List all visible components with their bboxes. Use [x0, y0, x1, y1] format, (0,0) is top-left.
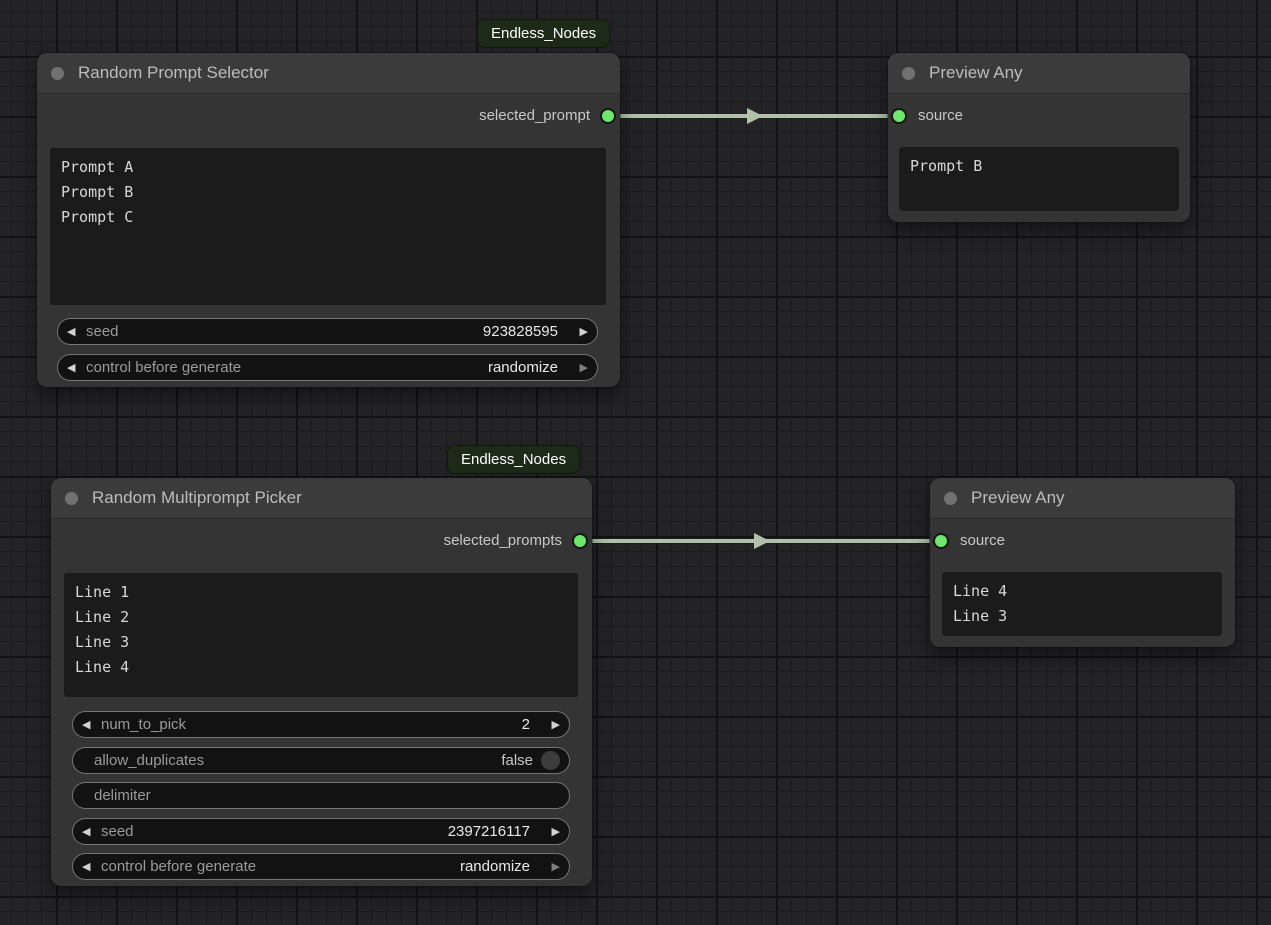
widget-label: seed — [86, 323, 119, 340]
toggle-knob[interactable] — [541, 750, 560, 770]
prev-option-arrow-icon[interactable]: ◀ — [82, 861, 91, 873]
widget-value: 2 — [521, 716, 530, 733]
node-title-bar[interactable]: Random Multiprompt Picker — [51, 478, 592, 519]
input-slot-source[interactable]: source — [888, 105, 1190, 127]
output-slot-selected-prompt[interactable]: selected_prompt — [37, 105, 620, 127]
widget-control-before-generate[interactable]: ◀ control before generate randomize ▶ — [57, 353, 598, 381]
node-source-badge: Endless_Nodes — [447, 445, 581, 474]
input-slot-label: source — [918, 107, 964, 124]
next-option-arrow-icon[interactable]: ▶ — [579, 361, 588, 374]
widget-seed[interactable]: ◀ seed 2397216117 ▶ — [72, 817, 570, 845]
link-arrow-icon — [747, 108, 763, 124]
widget-label: delimiter — [94, 787, 151, 804]
link-arrow-icon — [754, 533, 770, 549]
node-title: Random Prompt Selector — [78, 63, 269, 82]
node-title: Preview Any — [929, 63, 1023, 82]
widget-num-to-pick[interactable]: ◀ num_to_pick 2 ▶ — [72, 711, 570, 738]
widget-label: num_to_pick — [101, 716, 187, 733]
node-collapse-toggle-icon[interactable] — [51, 66, 64, 80]
increment-arrow-icon[interactable]: ▶ — [551, 719, 560, 731]
node-random-multiprompt-picker[interactable]: Random Multiprompt Picker selected_promp… — [51, 478, 592, 886]
input-slot-dot[interactable] — [935, 535, 947, 547]
preview-textarea[interactable]: Prompt B — [899, 147, 1179, 211]
node-title: Random Multiprompt Picker — [92, 488, 302, 507]
decrement-arrow-icon[interactable]: ◀ — [82, 825, 91, 838]
next-option-arrow-icon[interactable]: ▶ — [551, 861, 560, 873]
decrement-arrow-icon[interactable]: ◀ — [67, 326, 76, 338]
node-title-bar[interactable]: Preview Any — [888, 53, 1190, 94]
node-random-prompt-selector[interactable]: Random Prompt Selector selected_prompt P… — [37, 53, 620, 387]
node-preview-any[interactable]: Preview Any source Line 4 Line 3 — [930, 478, 1235, 647]
node-title: Preview Any — [971, 488, 1065, 507]
node-title-bar[interactable]: Random Prompt Selector — [37, 53, 620, 94]
decrement-arrow-icon[interactable]: ◀ — [82, 719, 91, 731]
node-collapse-toggle-icon[interactable] — [944, 491, 957, 505]
output-slot-dot[interactable] — [602, 110, 614, 122]
widget-value: false — [501, 751, 533, 769]
widget-allow-duplicates[interactable]: allow_duplicates false — [72, 746, 570, 774]
input-slot-source[interactable]: source — [930, 530, 1235, 552]
output-slot-label: selected_prompt — [479, 107, 590, 124]
output-slot-selected-prompts[interactable]: selected_prompts — [51, 530, 592, 552]
widget-seed[interactable]: ◀ seed 923828595 ▶ — [57, 318, 598, 345]
increment-arrow-icon[interactable]: ▶ — [579, 326, 588, 338]
node-title-bar[interactable]: Preview Any — [930, 478, 1235, 519]
input-slot-dot[interactable] — [893, 110, 905, 122]
widget-delimiter[interactable]: delimiter — [72, 782, 570, 809]
prev-option-arrow-icon[interactable]: ◀ — [67, 361, 76, 374]
widget-label: control before generate — [101, 858, 257, 875]
output-slot-label: selected_prompts — [443, 532, 562, 549]
widget-value: randomize — [487, 358, 558, 376]
widget-value: 923828595 — [482, 323, 558, 340]
node-preview-any[interactable]: Preview Any source Prompt B — [888, 53, 1190, 222]
prompts-textarea[interactable]: Prompt A Prompt B Prompt C — [50, 148, 606, 305]
preview-textarea[interactable]: Line 4 Line 3 — [942, 572, 1222, 636]
widget-label: seed — [101, 822, 134, 840]
widget-label: control before generate — [86, 358, 242, 376]
increment-arrow-icon[interactable]: ▶ — [551, 825, 560, 838]
widget-label: allow_duplicates — [94, 751, 205, 769]
node-collapse-toggle-icon[interactable] — [902, 66, 915, 80]
node-collapse-toggle-icon[interactable] — [65, 491, 78, 505]
node-source-badge: Endless_Nodes — [477, 19, 611, 48]
widget-value: randomize — [459, 858, 530, 875]
output-slot-dot[interactable] — [574, 535, 586, 547]
widget-control-before-generate[interactable]: ◀ control before generate randomize ▶ — [72, 853, 570, 880]
widget-value: 2397216117 — [447, 822, 530, 840]
prompts-textarea[interactable]: Line 1 Line 2 Line 3 Line 4 — [64, 573, 578, 697]
input-slot-label: source — [960, 532, 1006, 549]
